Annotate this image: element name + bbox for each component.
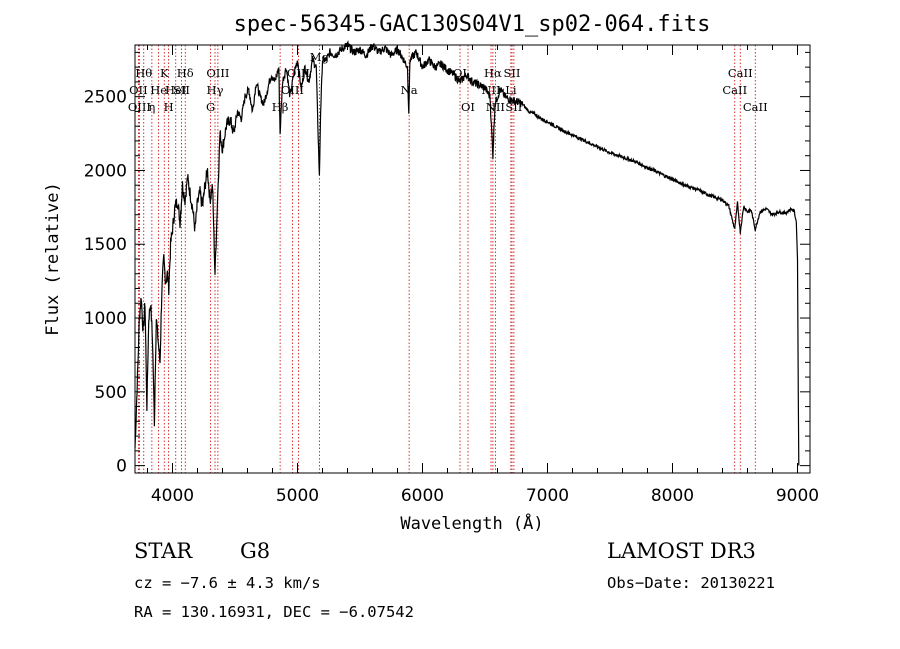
x-tick-label: 6000 <box>401 486 444 506</box>
line-marker-label: OIII <box>281 83 304 97</box>
line-marker-label: CaII <box>743 100 768 114</box>
y-tick-label: 1500 <box>84 235 127 255</box>
line-marker-label: Hδ <box>177 66 194 80</box>
survey-name: LAMOST DR3 <box>607 539 756 563</box>
line-marker-label: η <box>148 100 155 114</box>
line-marker-label: G <box>206 100 215 114</box>
object-type: STAR <box>134 539 193 563</box>
x-tick-label: 9000 <box>776 486 819 506</box>
line-marker-label: OII <box>129 83 148 97</box>
line-marker-label: K <box>160 66 169 80</box>
observation-date: Obs−Date: 20130221 <box>607 574 775 592</box>
y-axis-label: Flux (relative) <box>43 182 63 336</box>
spectrum-series-line <box>134 39 800 466</box>
x-tick-label: 7000 <box>526 486 569 506</box>
chart-title: spec-56345-GAC130S04V1_sp02-064.fits <box>234 12 711 37</box>
y-tick-label: 500 <box>95 383 127 403</box>
redshift-velocity: cz = −7.6 ± 4.3 km/s <box>134 574 321 592</box>
x-tick-label: 8000 <box>651 486 694 506</box>
line-marker-label: OI <box>461 100 475 114</box>
line-marker-label: Hα <box>484 66 502 80</box>
line-marker-label: Hθ <box>135 66 152 80</box>
line-marker-label: CaII <box>728 66 753 80</box>
line-marker-label: H <box>164 100 174 114</box>
line-marker-label: Li <box>505 83 517 97</box>
line-marker-label: HeI <box>165 83 186 97</box>
line-markers <box>137 45 756 473</box>
y-tick-label: 0 <box>116 457 127 477</box>
coordinates: RA = 130.16931, DEC = −6.07542 <box>134 603 414 621</box>
line-marker-labels: HθOIIOIIIηHeKHHeISIIHδGHγOIIIHβOIIIOIIIM… <box>128 50 768 114</box>
line-marker-label: He <box>150 83 167 97</box>
line-marker-label: CaII <box>722 83 747 97</box>
y-tick-label: 2500 <box>84 88 127 108</box>
line-marker-label: OIII <box>206 66 229 80</box>
x-tick-label: 4000 <box>151 486 194 506</box>
y-tick-label: 1000 <box>84 309 127 329</box>
y-axis-ticks: 0 500 1000 1500 2000 2500 <box>84 51 810 477</box>
x-axis-label: Wavelength (Å) <box>400 512 543 534</box>
x-axis-ticks: 4000 5000 6000 7000 8000 9000 <box>147 45 819 506</box>
line-marker-label: SII <box>504 66 521 80</box>
line-marker-label: OIII <box>128 100 151 114</box>
y-tick-label: 2000 <box>84 161 127 181</box>
line-marker-label: Hγ <box>207 83 224 97</box>
x-tick-label: 5000 <box>276 486 319 506</box>
line-marker-label: Hβ <box>272 100 289 114</box>
spectral-subclass: G8 <box>240 539 271 563</box>
line-marker-label: SII <box>173 83 190 97</box>
